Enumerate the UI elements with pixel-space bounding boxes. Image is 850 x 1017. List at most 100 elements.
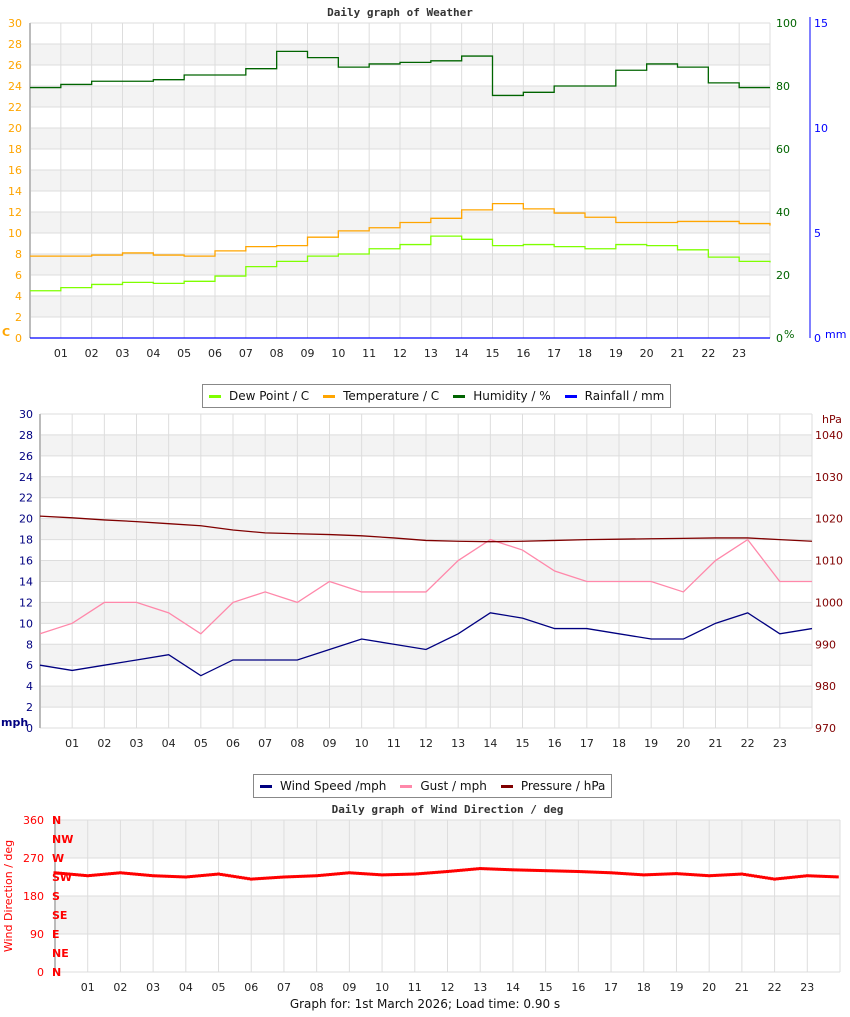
direction-point bbox=[298, 874, 302, 878]
chart-title: Daily graph of Wind Direction / deg bbox=[332, 803, 564, 816]
direction-point bbox=[356, 871, 360, 875]
direction-point bbox=[257, 877, 261, 881]
direction-point bbox=[309, 874, 313, 878]
direction-point bbox=[756, 875, 760, 879]
x-tick-label: 11 bbox=[408, 981, 422, 994]
direction-point bbox=[277, 875, 281, 879]
direction-point bbox=[653, 872, 657, 876]
direction-point bbox=[781, 876, 785, 880]
direction-point bbox=[773, 877, 777, 881]
direction-point bbox=[361, 872, 365, 876]
direction-point bbox=[279, 875, 283, 879]
x-tick-label: 19 bbox=[644, 737, 658, 750]
x-tick-label: 09 bbox=[323, 737, 337, 750]
compass-label: S bbox=[52, 890, 60, 903]
x-tick-label: 16 bbox=[548, 737, 562, 750]
x-tick-label: 07 bbox=[239, 347, 253, 360]
direction-point bbox=[822, 874, 826, 878]
direction-point bbox=[470, 867, 474, 871]
direction-point bbox=[636, 873, 640, 877]
y-tick-left: 16 bbox=[19, 555, 33, 568]
direction-point bbox=[816, 874, 820, 878]
direction-point bbox=[606, 871, 610, 875]
direction-point bbox=[312, 874, 316, 878]
direction-point bbox=[287, 875, 291, 879]
direction-point bbox=[75, 873, 79, 877]
series-humidity bbox=[30, 50, 770, 97]
direction-point bbox=[249, 877, 253, 881]
x-tick-label: 10 bbox=[331, 347, 345, 360]
direction-point bbox=[274, 876, 278, 880]
direction-point bbox=[336, 872, 340, 876]
y-tick-right-humidity: 100 bbox=[776, 17, 797, 30]
compass-label: NW bbox=[52, 833, 73, 846]
direction-point bbox=[421, 871, 425, 875]
direction-point bbox=[69, 872, 73, 876]
y-axis-label-left: mph bbox=[1, 716, 28, 729]
direction-point bbox=[680, 872, 684, 876]
direction-point bbox=[296, 874, 300, 878]
direction-point bbox=[824, 874, 828, 878]
x-tick-label: 08 bbox=[270, 347, 284, 360]
x-tick-label: 07 bbox=[277, 981, 291, 994]
direction-point bbox=[181, 875, 185, 879]
x-tick-label: 05 bbox=[194, 737, 208, 750]
direction-point bbox=[222, 873, 226, 877]
direction-point bbox=[767, 876, 771, 880]
direction-point bbox=[726, 873, 730, 877]
y-tick-left: 10 bbox=[8, 227, 22, 240]
direction-point bbox=[118, 871, 122, 875]
direction-point bbox=[375, 873, 379, 877]
direction-point bbox=[268, 876, 272, 880]
direction-point bbox=[446, 870, 449, 874]
x-tick-label: 09 bbox=[342, 981, 356, 994]
compass-label: N bbox=[52, 814, 61, 827]
direction-point bbox=[124, 871, 128, 875]
x-tick-label: 03 bbox=[146, 981, 160, 994]
direction-point bbox=[601, 870, 605, 874]
direction-point bbox=[544, 869, 548, 873]
x-tick-label: 09 bbox=[301, 347, 315, 360]
legend-pressure: Pressure / hPa bbox=[500, 779, 605, 793]
y-tick-left: 4 bbox=[15, 290, 22, 303]
y-tick-left: 24 bbox=[19, 471, 33, 484]
legend-humidity: Humidity / % bbox=[453, 389, 551, 403]
direction-point bbox=[833, 875, 837, 879]
direction-point bbox=[732, 872, 736, 876]
x-tick-label: 04 bbox=[179, 981, 193, 994]
y-tick-right-rain: 15 bbox=[814, 17, 828, 30]
direction-point bbox=[546, 869, 550, 873]
x-tick-label: 20 bbox=[702, 981, 716, 994]
direction-point bbox=[437, 870, 441, 874]
compass-label: E bbox=[52, 928, 60, 941]
direction-point bbox=[639, 873, 643, 877]
legend-wind-speed: Wind Speed /mph bbox=[260, 779, 386, 793]
direction-point bbox=[538, 869, 542, 873]
direction-point bbox=[759, 875, 763, 879]
x-tick-label: 06 bbox=[244, 981, 258, 994]
direction-point bbox=[827, 875, 831, 879]
x-tick-label: 16 bbox=[516, 347, 530, 360]
direction-point bbox=[582, 870, 586, 874]
direction-point bbox=[808, 874, 812, 878]
y-tick-right-humidity: 40 bbox=[776, 206, 790, 219]
y-tick-left: 360 bbox=[23, 814, 44, 827]
y-tick-left: 10 bbox=[19, 617, 33, 630]
direction-point bbox=[664, 872, 668, 876]
direction-point bbox=[323, 873, 327, 877]
direction-point bbox=[132, 872, 136, 876]
x-tick-label: 18 bbox=[578, 347, 592, 360]
direction-point bbox=[631, 872, 635, 876]
direction-point bbox=[628, 872, 632, 876]
direction-point bbox=[677, 872, 681, 876]
x-tick-label: 19 bbox=[669, 981, 683, 994]
x-tick-label: 23 bbox=[732, 347, 746, 360]
direction-point bbox=[770, 877, 774, 881]
direction-point bbox=[173, 875, 177, 879]
direction-point bbox=[541, 869, 545, 873]
x-tick-label: 04 bbox=[162, 737, 176, 750]
y-tick-left: 90 bbox=[30, 928, 44, 941]
direction-point bbox=[800, 874, 804, 878]
y-tick-left: 22 bbox=[19, 492, 33, 505]
